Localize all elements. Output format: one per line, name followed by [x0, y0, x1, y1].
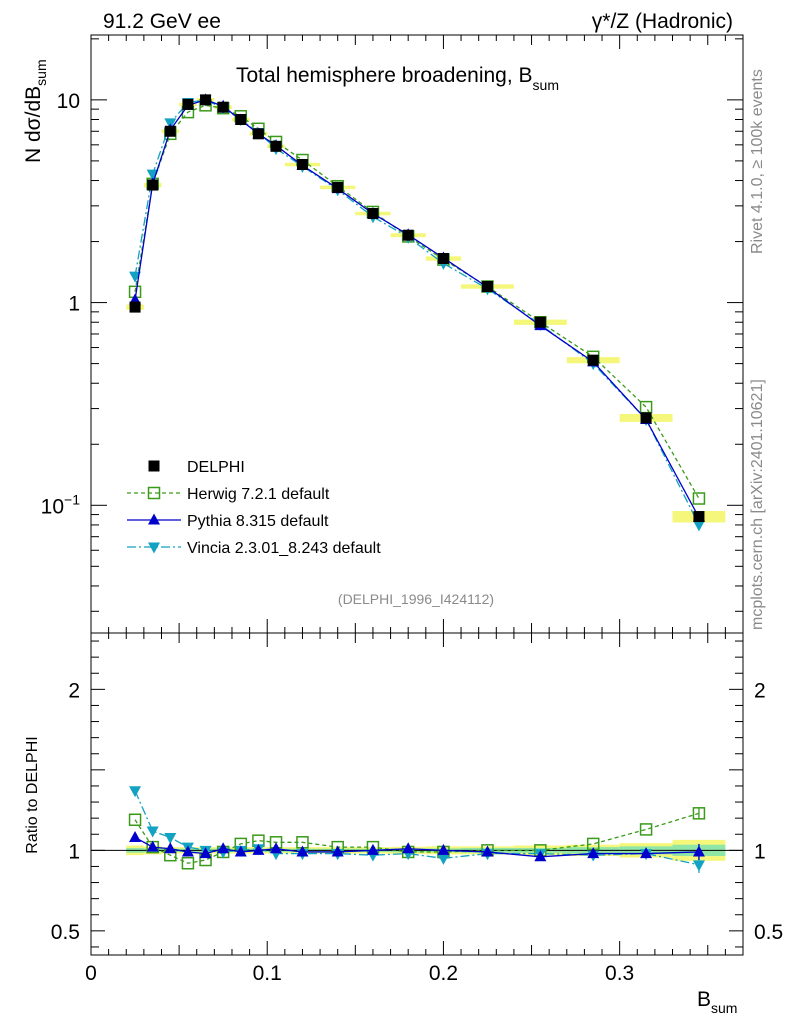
- data-point-0: [182, 98, 194, 110]
- legend-label: DELPHI: [187, 459, 245, 476]
- ratio-point-1: [128, 813, 142, 827]
- ratio-series: [128, 786, 706, 873]
- ratio-point-2: [217, 842, 230, 854]
- data-point-3: [129, 271, 142, 283]
- ratio-axis-ticks: 0 0.1 0.2 0.3 0.5 0.5 1 1 2 2: [51, 633, 783, 985]
- data-point-0: [200, 94, 212, 106]
- ratio-point-2: [534, 850, 547, 862]
- ratio-point-2: [640, 847, 653, 859]
- ratio-y-tick-label: 2: [68, 679, 80, 702]
- ratio-frame: [90, 632, 744, 956]
- series-line-1: [134, 104, 700, 499]
- ratio-point-1: [692, 807, 706, 820]
- ratio-point-2: [146, 840, 159, 852]
- legend-marker: [148, 460, 160, 472]
- legend-label: Herwig 7.2.1 default: [187, 486, 330, 503]
- ratio-y-tick-label: 1: [68, 840, 80, 863]
- data-point-0: [402, 229, 414, 241]
- analysis-tag: (DELPHI_1996_I424112): [338, 591, 494, 607]
- ratio-point-2: [234, 845, 247, 857]
- legend-marker: [148, 542, 160, 554]
- x-tick-label: 0.2: [429, 962, 458, 985]
- data-point-0: [164, 125, 176, 137]
- ratio-point-2: [587, 847, 600, 859]
- legend-label: Vincia 2.3.01_8.243 default: [187, 540, 381, 557]
- data-point-0: [437, 252, 449, 264]
- data-point-1: [692, 492, 706, 505]
- ratio-point-2: [296, 845, 309, 857]
- ratio-point-2: [164, 842, 177, 854]
- x-tick-label: 0: [85, 962, 97, 985]
- ratio-point-2: [181, 845, 194, 857]
- chart-title: Total hemisphere broadening, Bsum: [236, 64, 559, 93]
- y-tick-label: 10: [57, 90, 80, 113]
- y-axis-label: N dσ/dBsum: [22, 59, 49, 163]
- x-tick-label: 0.1: [253, 962, 282, 985]
- y-tick-label: 10−1: [41, 491, 81, 518]
- data-point-0: [270, 140, 282, 152]
- ratio-point-3: [146, 826, 159, 838]
- legend-marker: [147, 486, 161, 500]
- data-point-0: [587, 354, 599, 366]
- legend: DELPHI Herwig 7.2.1 default Pythia 8.315 d…: [127, 459, 381, 557]
- main-panel: 10−1110102: [41, 34, 744, 634]
- data-point-1: [639, 400, 653, 414]
- ratio-y-tick-label-right: 1: [754, 840, 766, 863]
- y-tick-label: 1: [68, 293, 80, 316]
- header-process: γ*/Z (Hadronic): [592, 10, 733, 33]
- data-point-0: [332, 181, 344, 193]
- ratio-point-3: [164, 832, 177, 844]
- data-point-0: [693, 511, 705, 523]
- rivet-version: Rivet 4.1.0, ≥ 100k events: [749, 69, 766, 254]
- series-line-2: [134, 99, 700, 518]
- x-axis-label: Bsum: [697, 988, 737, 1016]
- ratio-point-2: [199, 847, 212, 859]
- ratio-point-2: [270, 842, 283, 854]
- main-axis-ticks: 10−1110102: [41, 35, 743, 633]
- ratio-point-1: [639, 823, 653, 836]
- ratio-point-2: [481, 845, 494, 857]
- data-point-0: [481, 281, 493, 293]
- ratio-axis-label: Ratio to DELPHI: [24, 736, 41, 853]
- data-point-0: [235, 114, 247, 126]
- ratio-y-tick-label-right: 2: [754, 679, 766, 702]
- data-point-0: [217, 101, 229, 113]
- ratio-point-3: [437, 853, 450, 865]
- data-point-0: [252, 128, 264, 140]
- legend-marker: [148, 513, 160, 525]
- ratio-point-2: [437, 843, 450, 855]
- ratio-point-2: [402, 842, 415, 854]
- data-point-0: [640, 412, 652, 424]
- data-point-0: [367, 208, 379, 220]
- ratio-point-2: [252, 843, 265, 855]
- ratio-point-1: [181, 856, 195, 870]
- data-point-0: [147, 179, 159, 191]
- ratio-y-tick-label-right: 0.5: [754, 921, 783, 944]
- ratio-y-tick-label: 0.5: [51, 921, 80, 944]
- ratio-point-2: [129, 830, 142, 842]
- ratio-point-2: [366, 843, 379, 855]
- legend-label: Pythia 8.315 default: [187, 513, 329, 530]
- header-energy: 91.2 GeV ee: [103, 10, 221, 33]
- ratio-point-2: [331, 845, 344, 857]
- x-tick-label: 0.3: [605, 962, 634, 985]
- ratio-panel: 0 0.1 0.2 0.3 0.5 0.5 1 1 2 2: [51, 632, 783, 985]
- data-point-0: [296, 158, 308, 170]
- main-series: [128, 93, 706, 532]
- ratio-point-3: [129, 786, 142, 798]
- mcplots-credit: mcplots.cern.ch [arXiv:2401.10621]: [749, 379, 766, 630]
- data-point-3: [692, 520, 705, 532]
- data-point-0: [534, 316, 546, 328]
- data-point-0: [129, 301, 141, 313]
- data-point-3: [146, 169, 159, 181]
